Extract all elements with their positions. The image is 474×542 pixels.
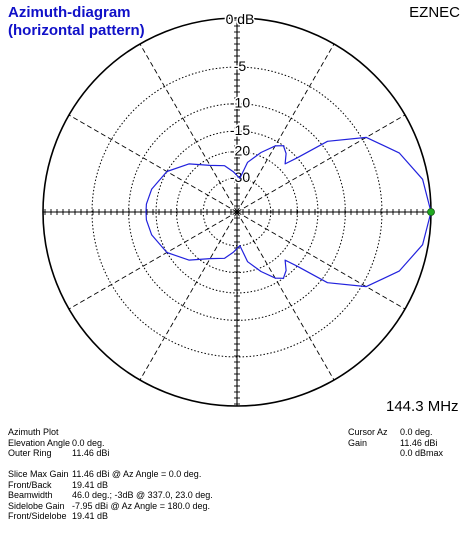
- info-left-value: 19.41 dB: [72, 479, 109, 490]
- info-right-row: Gain 11.46 dBi: [348, 438, 443, 449]
- title-line-1: Azimuth-diagram: [8, 4, 131, 21]
- polar-plot: 0 dB-5-10-15-20-30: [42, 10, 435, 407]
- info-right-label: Cursor Az: [348, 427, 388, 437]
- grid-spoke: [68, 211, 238, 310]
- info-left-label: Sidelobe Gain: [8, 500, 65, 511]
- info-left-value: 46.0 deg.; -3dB @ 337.0, 23.0 deg.: [72, 490, 213, 500]
- info-left-value: -7.95 dBi @ Az Angle = 180.0 deg.: [72, 500, 210, 511]
- brand-label: EZNEC: [409, 4, 460, 21]
- info-left-row: Azimuth Plot: [8, 427, 213, 438]
- info-left-row: Slice Max Gain 11.46 dBi @ Az Angle = 0.0…: [8, 469, 213, 480]
- grid-spoke: [236, 211, 406, 310]
- title-line-2: (horizontal pattern): [8, 22, 145, 39]
- info-left-label: Front/Sidelobe: [8, 511, 67, 521]
- info-right-row: Cursor Az 0.0 deg.: [348, 427, 443, 438]
- info-left-label: Azimuth Plot: [8, 427, 59, 437]
- info-right-label: [348, 448, 400, 459]
- ring-label: -5: [234, 58, 247, 74]
- info-left-value: 0.0 deg.: [72, 437, 105, 448]
- grid-spoke: [68, 114, 238, 213]
- info-left-row: Front/Back 19.41 dB: [8, 480, 213, 491]
- info-left-value: 11.46 dBi @ Az Angle = 0.0 deg.: [72, 469, 202, 479]
- info-left-row: Beamwidth 46.0 deg.; -3dB @ 337.0, 23.0 d…: [8, 490, 213, 501]
- info-left-row: Elevation Angle 0.0 deg.: [8, 438, 213, 449]
- info-left-value: 11.46 dBi: [72, 448, 110, 458]
- info-right-value: 0.0 dBmax: [400, 448, 444, 458]
- ring-label: 0 dB: [226, 11, 255, 27]
- ring-label: -15: [230, 122, 250, 138]
- ring-label: -10: [230, 95, 250, 111]
- info-left-value: 19.41 dB: [72, 511, 109, 521]
- grid-spoke: [236, 211, 335, 381]
- grid-spoke: [236, 114, 406, 213]
- pattern-trace: [145, 136, 432, 288]
- ring-label: -20: [230, 143, 250, 159]
- info-right-value: 11.46 dBi: [400, 437, 438, 448]
- info-left-label: Elevation Angle: [8, 437, 71, 448]
- info-left-row: Sidelobe Gain -7.95 dBi @ Az Angle = 180.…: [8, 501, 213, 512]
- info-panel-right: Cursor Az 0.0 deg. Gain 11.46 dBi 0.0 dBmax: [348, 427, 443, 459]
- info-left-label: Outer Ring: [8, 448, 52, 458]
- info-right-label: Gain: [348, 437, 368, 448]
- info-left-label: Slice Max Gain: [8, 469, 69, 479]
- chart-title: Azimuth-diagram (horizontal pattern): [8, 4, 145, 40]
- frequency-label: 144.3 MHz: [386, 398, 459, 415]
- info-left-label: Beamwidth: [8, 490, 53, 500]
- info-left-row: Outer Ring 11.46 dBi: [8, 448, 213, 459]
- info-right-row: 0.0 dBmax: [348, 448, 443, 459]
- grid-spoke: [139, 43, 238, 213]
- cursor-marker: [427, 208, 435, 216]
- info-left-label: Front/Back: [8, 479, 52, 490]
- grid-spoke: [139, 211, 238, 381]
- grid-spoke: [236, 43, 335, 213]
- info-right-value: 0.0 deg.: [400, 427, 433, 437]
- info-panel-left: Azimuth Plot Elevation Angle 0.0 deg. Outer…: [8, 427, 213, 522]
- info-left-label: [8, 459, 72, 470]
- info-left-row: Front/Sidelobe 19.41 dB: [8, 511, 213, 522]
- info-left-row: [8, 459, 213, 470]
